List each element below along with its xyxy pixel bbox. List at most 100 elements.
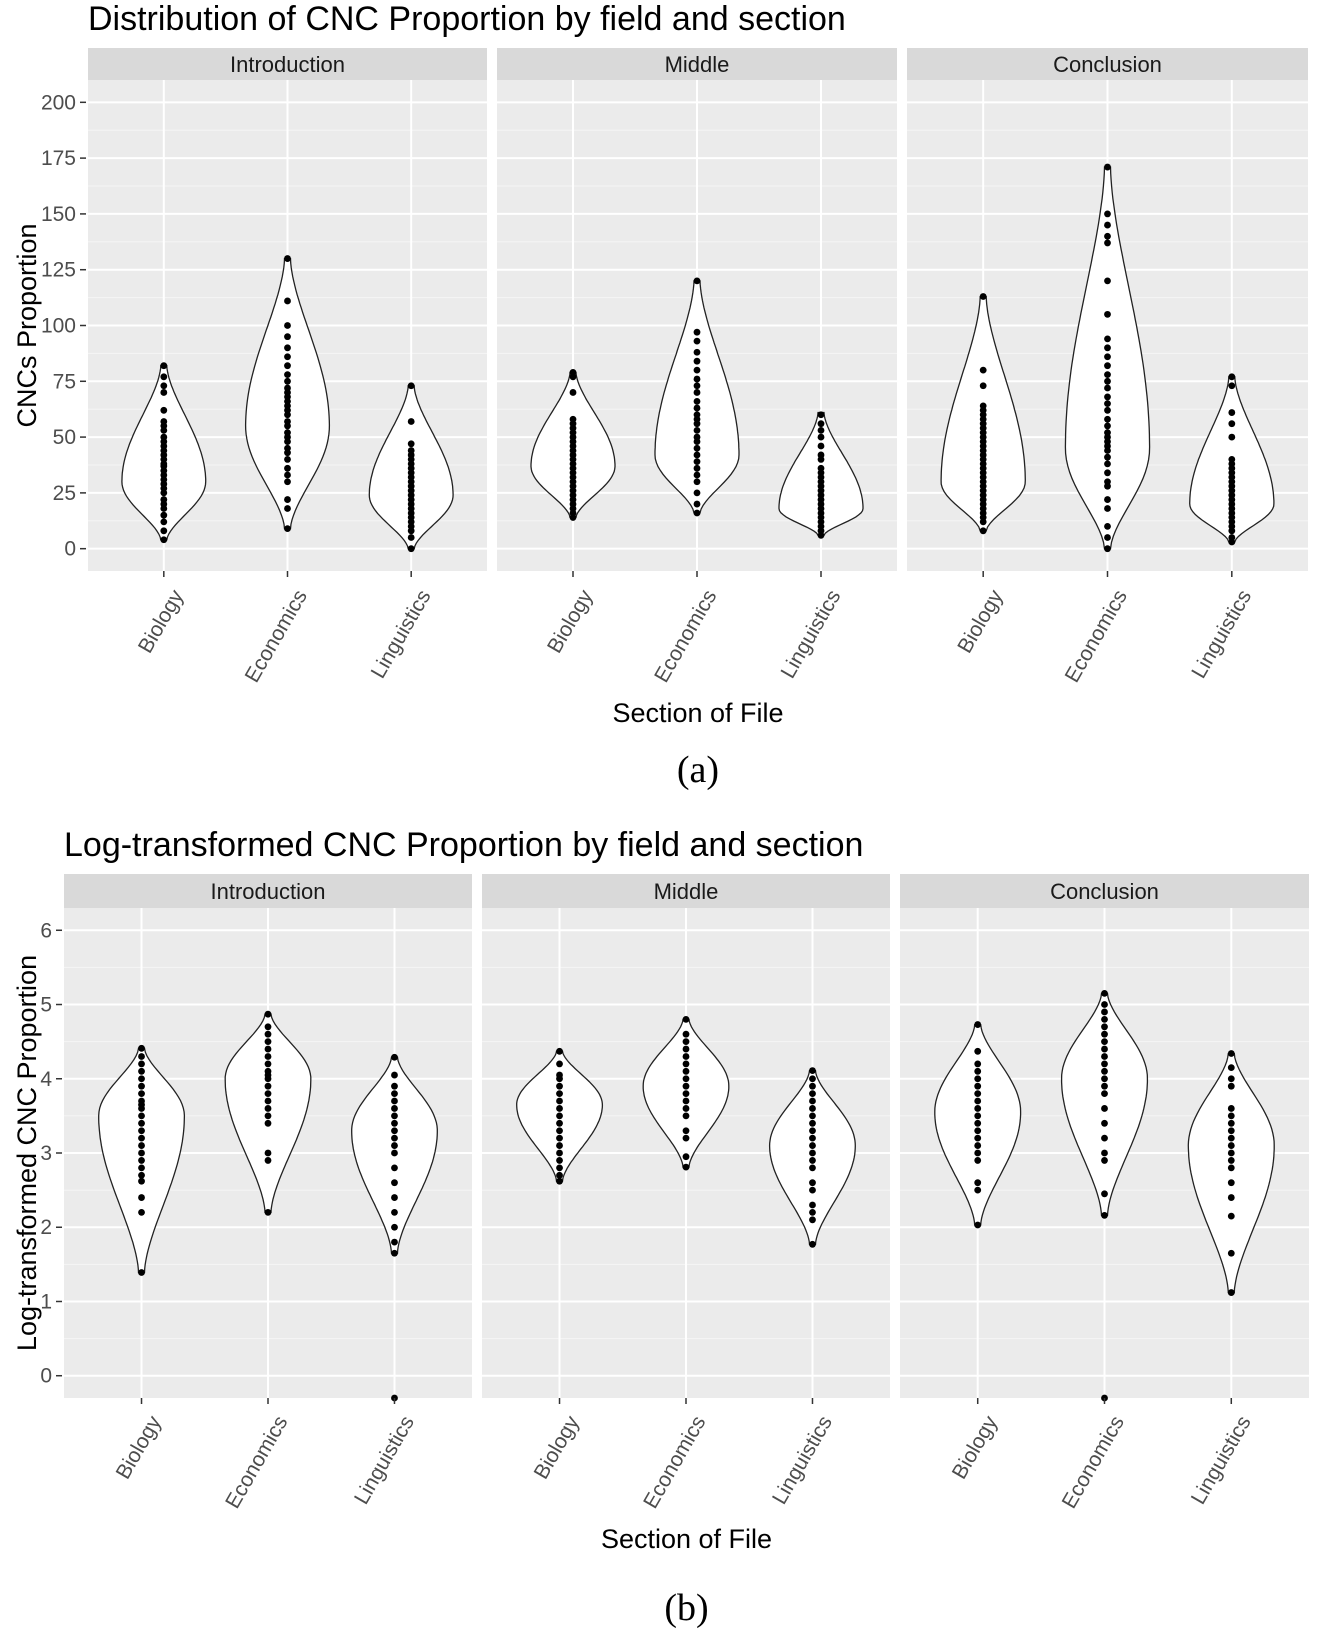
data-point	[138, 1097, 145, 1105]
data-point	[1228, 382, 1236, 390]
data-point	[1228, 534, 1236, 541]
data-point	[809, 1112, 816, 1120]
data-point	[284, 297, 291, 305]
violin-group-linguistics	[368, 382, 454, 553]
data-point	[817, 411, 825, 419]
data-point	[974, 1090, 982, 1098]
violin-group-economics	[244, 255, 331, 532]
data-point	[1228, 420, 1236, 428]
data-point	[682, 1067, 690, 1075]
y-tick-label: 200	[41, 91, 76, 114]
data-point	[556, 1171, 563, 1179]
data-point	[693, 489, 701, 497]
data-point	[693, 382, 701, 390]
x-tick-label: Biology	[953, 586, 1008, 658]
y-tick-label: 75	[53, 370, 76, 393]
data-point	[264, 1038, 272, 1046]
data-point	[284, 478, 291, 486]
x-axis-label: Section of File	[601, 1524, 772, 1554]
data-point	[682, 1075, 690, 1083]
data-point	[809, 1067, 816, 1074]
data-point	[682, 1105, 690, 1112]
data-point	[1227, 1157, 1235, 1164]
data-point	[284, 505, 291, 512]
data-point	[556, 1047, 563, 1055]
data-point	[1228, 409, 1236, 416]
data-point	[264, 1082, 272, 1090]
data-point	[284, 496, 291, 503]
data-point	[284, 353, 291, 361]
data-point	[138, 1134, 145, 1142]
data-point	[391, 1134, 398, 1142]
data-point	[160, 496, 168, 503]
y-tick-label: 150	[41, 203, 76, 226]
data-point	[160, 389, 168, 396]
facet-strip	[497, 48, 897, 80]
data-point	[556, 1082, 563, 1090]
data-point	[1227, 1105, 1235, 1112]
data-point	[693, 500, 701, 508]
violin-group-linguistics	[778, 411, 864, 539]
data-point	[1104, 353, 1111, 361]
y-tick-label: 4	[40, 1068, 52, 1091]
data-point	[1227, 1149, 1235, 1157]
x-tick-label: Economics	[1058, 1412, 1129, 1512]
violin-group-linguistics	[1187, 1050, 1275, 1296]
data-point	[1227, 1212, 1235, 1220]
data-point	[809, 1240, 816, 1248]
data-point	[1104, 478, 1111, 486]
data-point	[264, 1105, 272, 1112]
figure-caption: (a)	[677, 749, 719, 791]
data-point	[284, 371, 291, 378]
data-point	[138, 1067, 145, 1075]
facet-strip-label: Conclusion	[1050, 879, 1159, 904]
data-point	[809, 1142, 816, 1149]
data-point	[264, 1010, 272, 1018]
data-point	[1101, 1008, 1108, 1016]
data-point	[974, 1047, 982, 1055]
data-point	[809, 1186, 816, 1194]
data-point	[138, 1142, 145, 1149]
violin-group-linguistics	[351, 1053, 438, 1402]
facet-panel-introduction: Introduction Biology Economics Linguistics	[64, 874, 472, 1512]
data-point	[407, 382, 415, 390]
data-point	[809, 1216, 816, 1224]
data-point	[264, 1208, 272, 1216]
data-point	[391, 1071, 398, 1079]
data-point	[1227, 1249, 1235, 1257]
data-point	[1101, 1211, 1108, 1219]
data-point	[391, 1090, 398, 1098]
data-point	[138, 1194, 145, 1201]
data-point	[1101, 1038, 1108, 1046]
violin-group-economics	[1064, 163, 1151, 553]
data-point	[817, 464, 825, 472]
violin-group-biology	[516, 1047, 604, 1185]
data-point	[264, 1097, 272, 1105]
data-point	[160, 527, 168, 535]
data-point	[693, 458, 701, 466]
data-point	[809, 1179, 816, 1187]
y-tick-label: 2	[40, 1216, 52, 1239]
data-point	[974, 1097, 982, 1105]
data-point	[1104, 371, 1111, 378]
data-point	[556, 1071, 563, 1079]
data-point	[138, 1082, 145, 1090]
data-point	[1104, 221, 1111, 229]
data-point	[809, 1134, 816, 1142]
data-point	[264, 1157, 272, 1164]
data-point	[1101, 1001, 1108, 1008]
data-point	[809, 1157, 816, 1164]
data-point	[974, 1134, 982, 1142]
data-point	[974, 1221, 982, 1229]
data-point	[682, 1134, 690, 1142]
data-point	[556, 1090, 563, 1098]
data-point	[979, 366, 987, 374]
data-point	[974, 1127, 982, 1135]
data-point	[1101, 1090, 1108, 1098]
data-point	[264, 1060, 272, 1068]
data-point	[1227, 1082, 1235, 1090]
data-point	[138, 1208, 145, 1216]
data-point	[974, 1112, 982, 1120]
data-point	[1101, 1134, 1108, 1142]
